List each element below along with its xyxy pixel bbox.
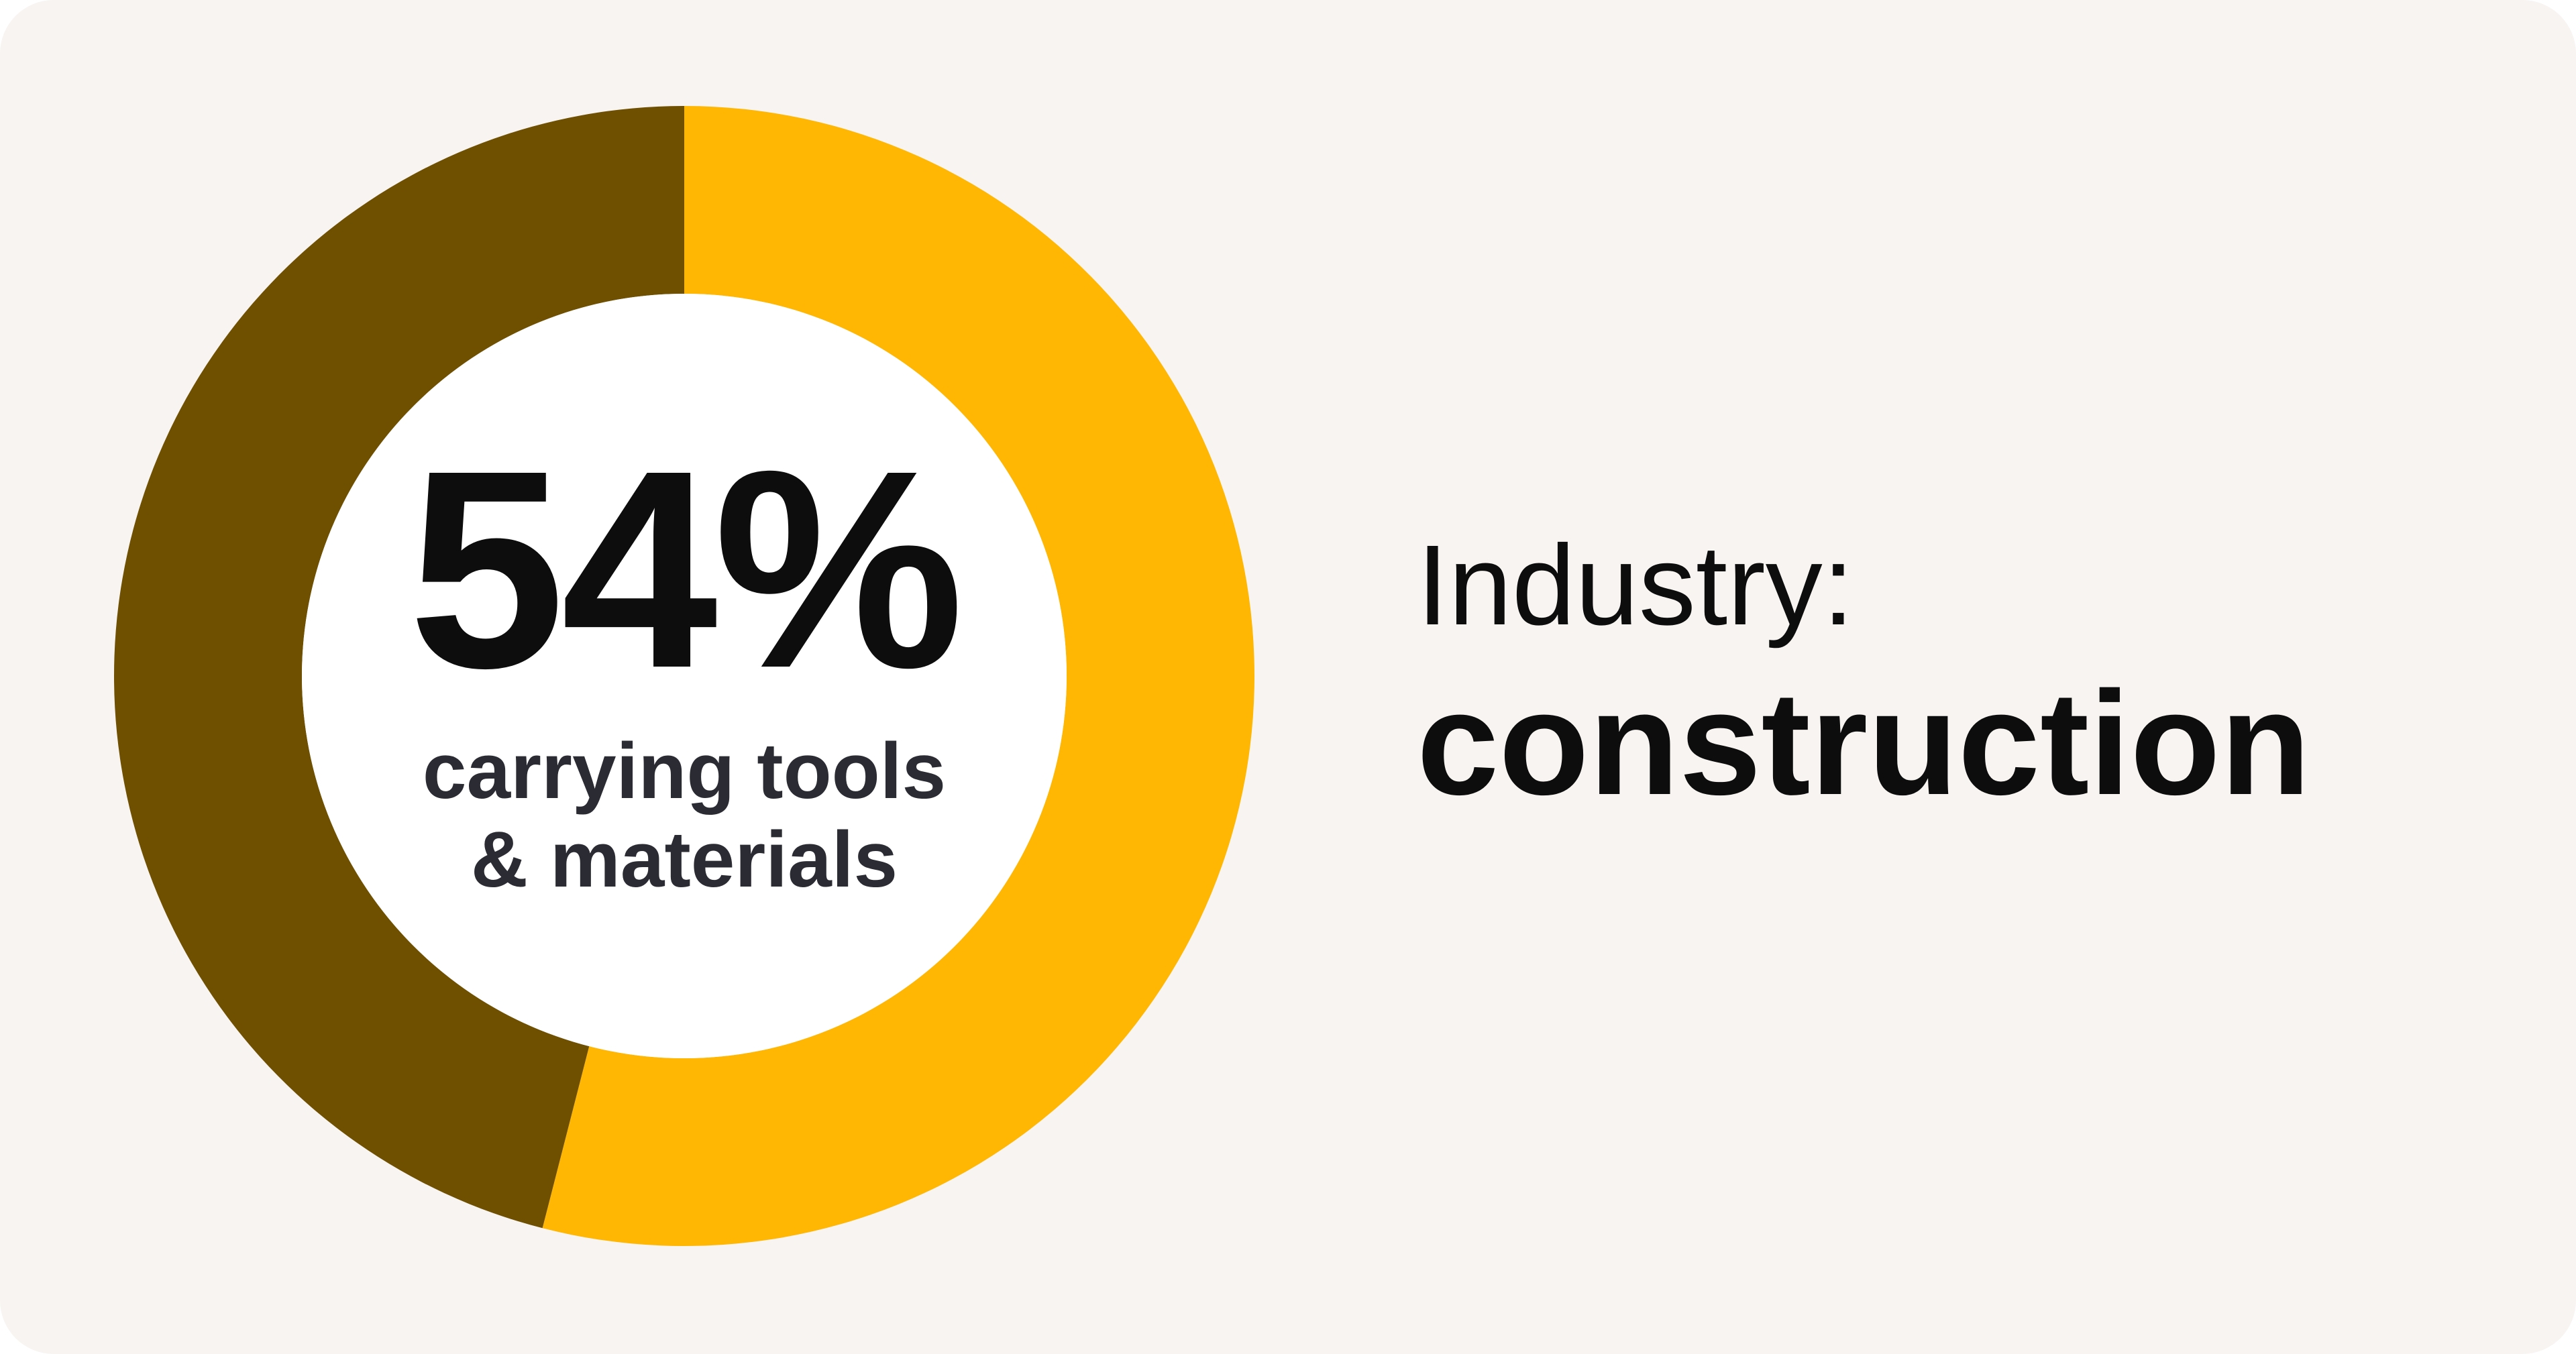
donut-slice-highlight <box>542 106 1255 1246</box>
caption-line-2: & materials <box>470 815 898 905</box>
donut-slice-remainder <box>114 106 684 1229</box>
donut-center-text: 54% carrying tools & materials <box>288 412 1080 905</box>
industry-block: Industry: construction <box>1417 522 2490 826</box>
donut-hole <box>302 294 1067 1058</box>
industry-label: Industry: <box>1417 522 1854 649</box>
percentage-value: 54% <box>408 412 965 727</box>
caption-line-1: carrying tools <box>422 727 947 815</box>
industry-value: construction <box>1417 661 2311 826</box>
